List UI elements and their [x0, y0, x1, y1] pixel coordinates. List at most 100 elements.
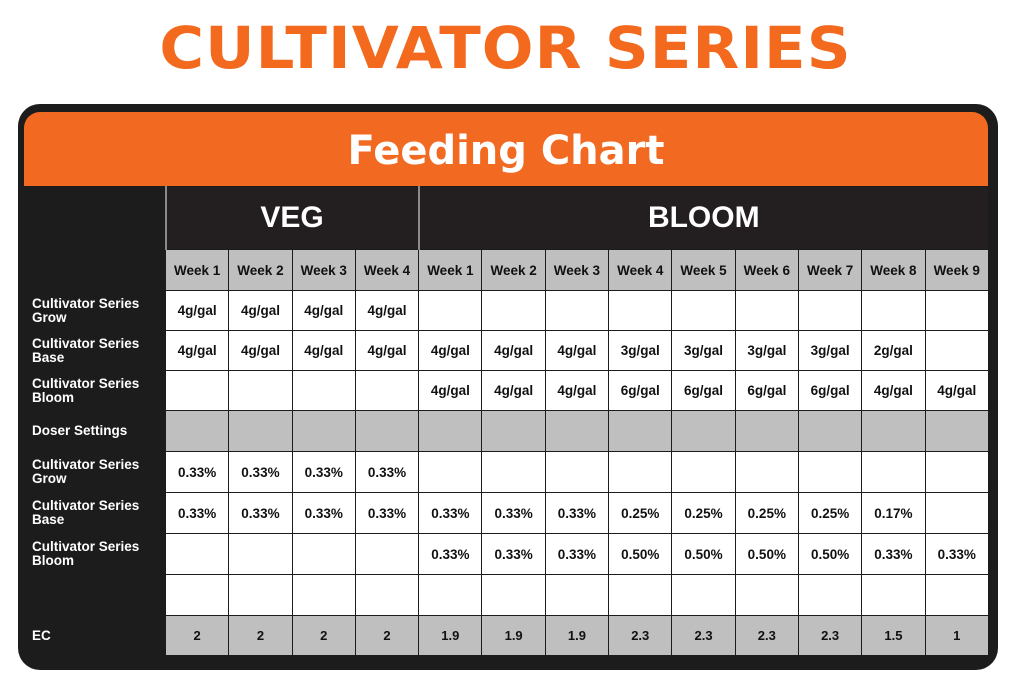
table-cell [734, 451, 799, 493]
table-cell [544, 451, 610, 493]
table-cell [228, 370, 293, 411]
row-label-cultivator-series-bloom: Cultivator Series Bloom [24, 370, 166, 411]
table-row: Cultivator Series Base 0.33% 0.33% 0.33% 0.3… [24, 492, 989, 534]
table-cell [671, 451, 736, 493]
table-cell [924, 410, 989, 452]
corner-cell [24, 249, 166, 291]
table-cell [608, 410, 673, 452]
week-header: Week 2 [228, 249, 293, 291]
table-cell: 0.33% [924, 533, 989, 575]
table-cell: 0.33% [861, 533, 926, 575]
table-cell: 0.33% [354, 451, 420, 493]
table-cell: 4g/gal [418, 370, 483, 411]
table-cell: 1 [924, 615, 989, 656]
row-label-blank [24, 574, 166, 616]
table-cell [228, 533, 293, 575]
table-cell [544, 290, 610, 331]
table-cell [861, 451, 926, 493]
table-cell [418, 290, 483, 331]
table-cell [861, 574, 926, 616]
feeding-chart-table: VEG BLOOM Week 1 Week 2 Week 3 Week 4 Week 1 We… [24, 186, 989, 656]
table-cell [164, 533, 230, 575]
table-cell: 1.5 [861, 615, 926, 656]
table-cell: 0.25% [797, 492, 863, 534]
table-cell: 0.33% [481, 533, 546, 575]
table-cell [291, 533, 356, 575]
row-label-cultivator-series-base: Cultivator Series Base [24, 330, 166, 371]
table-cell: 2.3 [797, 615, 863, 656]
table-cell [291, 410, 356, 452]
week-header: Week 1 [164, 249, 230, 291]
table-cell: 4g/gal [164, 330, 230, 371]
table-cell: 4g/gal [481, 330, 546, 371]
row-label-cultivator-series-grow: Cultivator Series Grow [24, 451, 166, 493]
table-cell: 2g/gal [861, 330, 926, 371]
table-row: Cultivator Series Grow 4g/gal 4g/gal 4g/gal… [24, 290, 989, 331]
table-row: Cultivator Series Base 4g/gal 4g/gal 4g/gal… [24, 330, 989, 371]
week-header: Week 3 [291, 249, 356, 291]
table-cell: 0.25% [671, 492, 736, 534]
table-cell [418, 574, 483, 616]
table-cell: 0.33% [418, 533, 483, 575]
table-cell: 0.33% [291, 492, 356, 534]
table-cell: 6g/gal [608, 370, 673, 411]
table-cell: 0.33% [164, 451, 230, 493]
table-cell: 4g/gal [924, 370, 989, 411]
table-cell [734, 410, 799, 452]
table-cell: 4g/gal [228, 330, 293, 371]
table-cell: 1.9 [418, 615, 483, 656]
table-cell [924, 574, 989, 616]
table-cell: 4g/gal [481, 370, 546, 411]
table-cell: 0.33% [544, 533, 610, 575]
table-cell: 1.9 [481, 615, 546, 656]
table-row: EC 2 2 2 2 1.9 1.9 1.9 2.3 2.3 2.3 2.3 1.5 1 [24, 615, 989, 656]
week-header: Week 4 [608, 249, 673, 291]
week-header: Week 4 [354, 249, 420, 291]
table-cell: 4g/gal [418, 330, 483, 371]
table-cell: 6g/gal [797, 370, 863, 411]
table-cell [797, 574, 863, 616]
table-cell [544, 410, 610, 452]
table-cell: 3g/gal [671, 330, 736, 371]
table-cell [481, 451, 546, 493]
table-cell: 4g/gal [228, 290, 293, 331]
table-cell: 2 [228, 615, 293, 656]
table-cell: 4g/gal [291, 290, 356, 331]
week-header: Week 3 [544, 249, 610, 291]
row-label-cultivator-series-grow: Cultivator Series Grow [24, 290, 166, 331]
table-row: Cultivator Series Bloom 4g/gal 4g/gal 4g/ga… [24, 370, 989, 411]
week-header: Week 8 [861, 249, 926, 291]
week-header: Week 9 [924, 249, 989, 291]
table-cell [608, 451, 673, 493]
phase-header-veg: VEG [164, 186, 420, 250]
table-cell [671, 290, 736, 331]
row-label-cultivator-series-bloom: Cultivator Series Bloom [24, 533, 166, 575]
table-cell: 0.33% [164, 492, 230, 534]
table-cell: 0.33% [481, 492, 546, 534]
table-cell [228, 410, 293, 452]
table-cell [418, 451, 483, 493]
table-row: Cultivator Series Bloom 0.33% 0.33% 0.33% 0.… [24, 533, 989, 575]
phase-row: VEG BLOOM [24, 186, 989, 250]
table-cell [924, 290, 989, 331]
table-cell: 2 [164, 615, 230, 656]
week-header: Week 6 [734, 249, 799, 291]
table-cell: 4g/gal [544, 370, 610, 411]
table-cell [164, 370, 230, 411]
table-cell [291, 574, 356, 616]
table-cell [797, 290, 863, 331]
table-cell: 3g/gal [608, 330, 673, 371]
table-cell: 3g/gal [797, 330, 863, 371]
chart-title: Feeding Chart [347, 128, 665, 174]
week-header: Week 1 [418, 249, 483, 291]
table-cell: 2 [354, 615, 420, 656]
table-cell [924, 492, 989, 534]
week-row: Week 1 Week 2 Week 3 Week 4 Week 1 Week 2 Week… [24, 249, 989, 291]
table-cell: 4g/gal [354, 330, 420, 371]
table-cell: 0.33% [228, 492, 293, 534]
table-cell [481, 410, 546, 452]
table-cell: 0.50% [734, 533, 799, 575]
table-row: Doser Settings [24, 410, 989, 452]
table-cell [164, 574, 230, 616]
table-cell: 0.25% [608, 492, 673, 534]
